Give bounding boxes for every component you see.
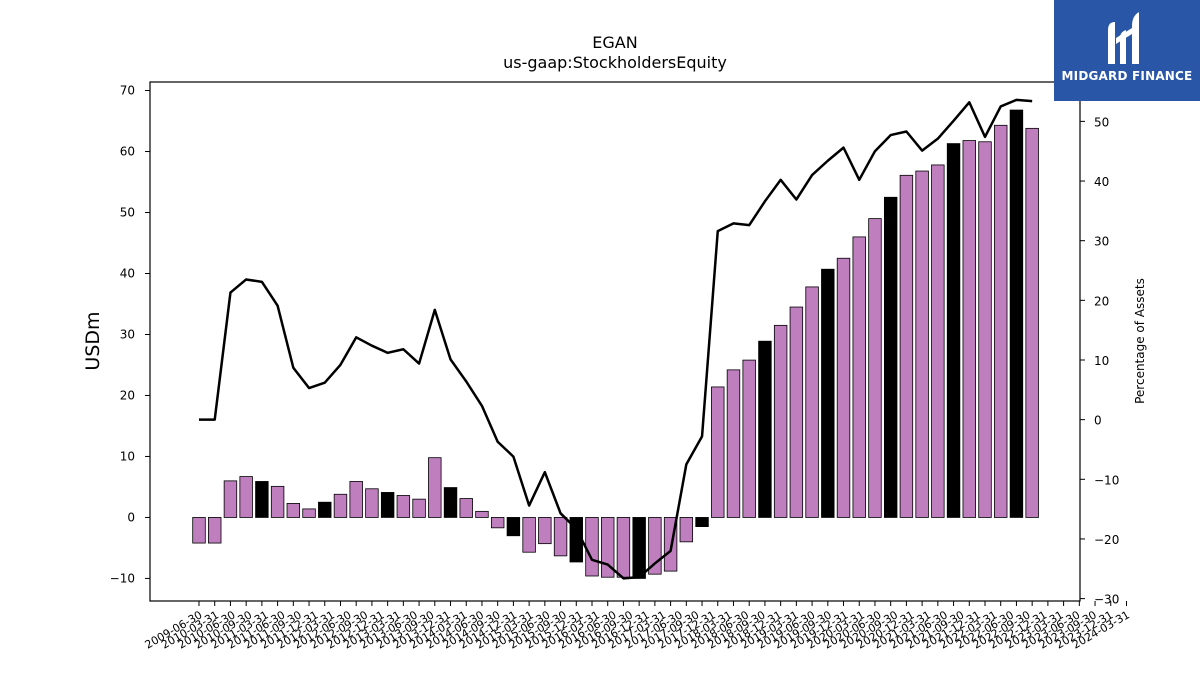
bar bbox=[883, 196, 898, 518]
bar bbox=[208, 517, 222, 544]
y-tick-label: 0 bbox=[127, 510, 135, 524]
bar bbox=[789, 306, 804, 518]
bar bbox=[396, 495, 411, 518]
bar bbox=[522, 517, 536, 553]
bar bbox=[758, 340, 772, 518]
midgard-m-logo-icon bbox=[1108, 12, 1139, 64]
left-axis-label: USDm bbox=[82, 311, 104, 370]
y2-tick-label: 20 bbox=[1094, 294, 1109, 308]
y-tick-label: 20 bbox=[120, 388, 135, 402]
bar bbox=[773, 324, 788, 518]
bar bbox=[1025, 127, 1039, 518]
bar bbox=[255, 481, 269, 518]
bar bbox=[286, 503, 301, 518]
bar bbox=[443, 487, 458, 518]
y-tick-label: −10 bbox=[110, 571, 135, 585]
bar bbox=[553, 517, 568, 557]
y2-tick-label: −20 bbox=[1094, 533, 1119, 547]
y2-tick-label: 40 bbox=[1094, 175, 1109, 189]
x-axis: 2009-06-302010-03-312010-06-302010-09-30… bbox=[143, 601, 1132, 652]
bar bbox=[239, 476, 253, 518]
y-tick-label: 60 bbox=[120, 145, 135, 159]
logo-text: MIDGARD FINANCE bbox=[1061, 69, 1193, 83]
bar bbox=[601, 517, 615, 578]
bar bbox=[459, 498, 473, 518]
bar bbox=[302, 508, 316, 518]
midgard-finance-logo: MIDGARD FINANCE bbox=[1054, 0, 1200, 101]
y2-tick-label: −30 bbox=[1094, 593, 1119, 607]
bar bbox=[915, 170, 929, 518]
y2-tick-label: −10 bbox=[1094, 473, 1119, 487]
bar bbox=[711, 386, 725, 518]
bar bbox=[978, 141, 992, 518]
chart-title: EGAN bbox=[592, 33, 637, 52]
bar bbox=[192, 517, 206, 544]
bar bbox=[821, 268, 835, 518]
bar bbox=[412, 498, 426, 518]
chart-subtitle: us-gaap:StockholdersEquity bbox=[503, 53, 727, 72]
bar bbox=[333, 493, 348, 518]
y-tick-label: 70 bbox=[120, 84, 135, 98]
bar bbox=[679, 517, 694, 543]
bar bbox=[318, 501, 332, 518]
y2-tick-label: 30 bbox=[1094, 235, 1109, 249]
percentage-of-assets-line bbox=[199, 98, 1033, 580]
bar bbox=[946, 143, 961, 518]
plot-frame bbox=[149, 81, 1081, 602]
right-axis-label: Percentage of Assets bbox=[1133, 278, 1147, 404]
bar-series bbox=[192, 109, 1039, 579]
bar bbox=[1009, 109, 1024, 518]
y2-tick-label: 10 bbox=[1094, 354, 1109, 368]
bar bbox=[428, 457, 442, 518]
y-tick-label: 50 bbox=[120, 206, 135, 220]
bar bbox=[726, 369, 741, 518]
bar bbox=[899, 174, 914, 518]
bar bbox=[538, 517, 552, 545]
bar bbox=[632, 517, 646, 579]
bar bbox=[490, 517, 505, 529]
bar bbox=[270, 485, 285, 518]
bar bbox=[365, 488, 379, 518]
y2-tick-label: 50 bbox=[1094, 115, 1109, 129]
bar bbox=[931, 164, 945, 518]
y-tick-label: 10 bbox=[120, 449, 135, 463]
bar bbox=[962, 140, 976, 518]
bar bbox=[695, 517, 709, 528]
y-tick-label: 30 bbox=[120, 327, 135, 341]
bar bbox=[506, 517, 521, 537]
bar bbox=[380, 492, 395, 518]
bar bbox=[585, 517, 599, 577]
bar bbox=[852, 236, 866, 518]
bar bbox=[836, 257, 851, 518]
bar bbox=[223, 480, 238, 518]
bar bbox=[349, 481, 363, 518]
right-y-axis: −30 −20 −10 0 10 20 30 40 50 bbox=[1080, 115, 1119, 607]
y2-tick-label: 0 bbox=[1094, 414, 1102, 428]
bar bbox=[994, 124, 1008, 518]
left-y-axis: −10 0 10 20 30 40 50 60 70 bbox=[110, 84, 150, 585]
bar bbox=[742, 359, 756, 518]
bar bbox=[805, 286, 819, 518]
y-tick-label: 40 bbox=[120, 266, 135, 280]
bar bbox=[475, 510, 489, 518]
bar bbox=[616, 517, 631, 578]
bar bbox=[868, 218, 882, 518]
